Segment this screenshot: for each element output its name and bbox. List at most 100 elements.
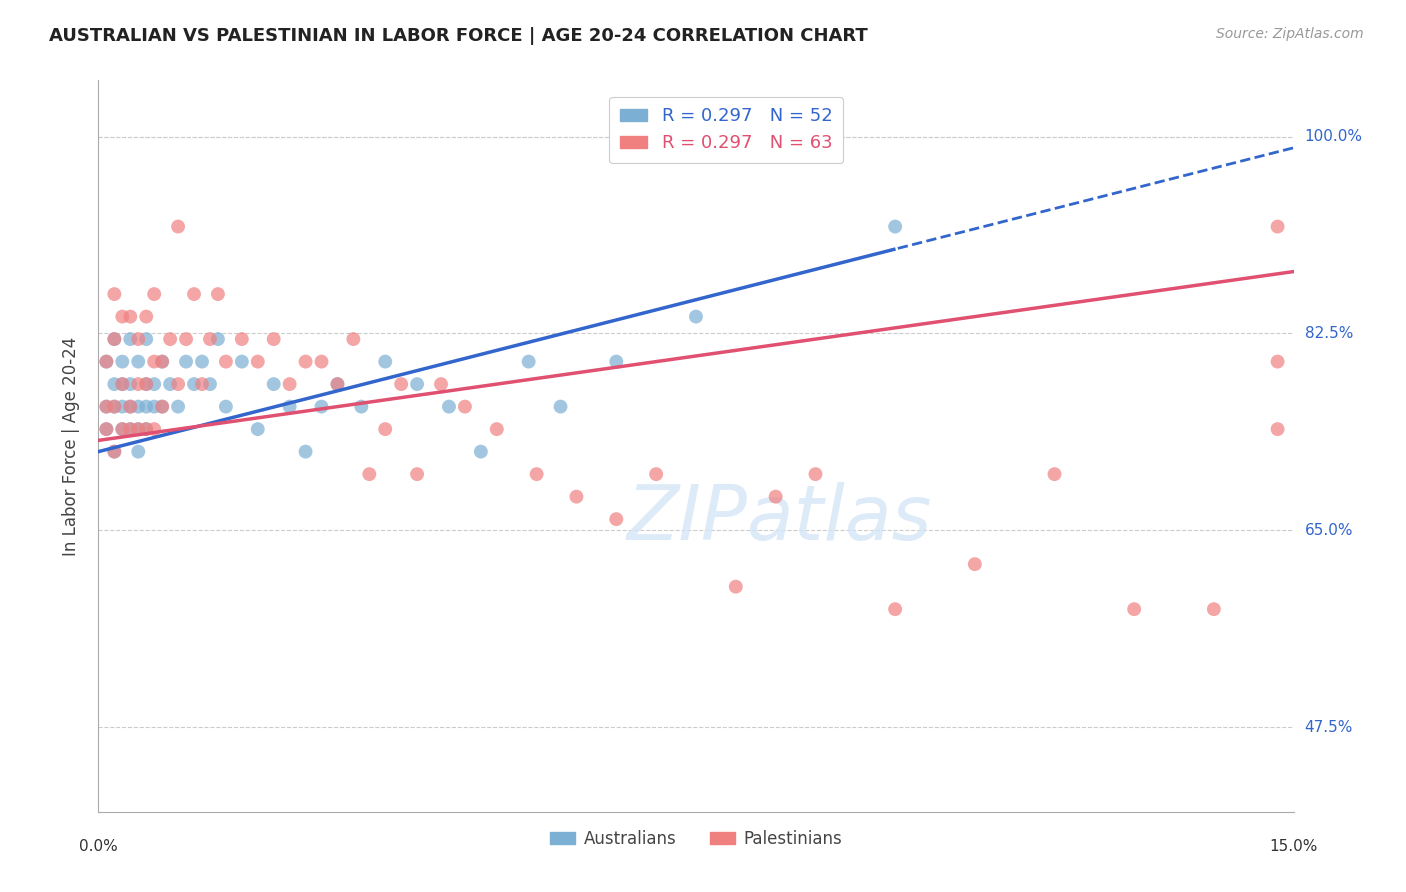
Point bbox=[1043, 467, 1066, 482]
Point bbox=[359, 467, 381, 482]
Point bbox=[389, 377, 412, 392]
Point bbox=[246, 354, 269, 368]
Point bbox=[127, 354, 149, 368]
Point bbox=[765, 490, 787, 504]
Text: Source: ZipAtlas.com: Source: ZipAtlas.com bbox=[1216, 27, 1364, 41]
Point bbox=[963, 557, 986, 571]
Point bbox=[174, 354, 197, 368]
Legend: Australians, Palestinians: Australians, Palestinians bbox=[544, 823, 848, 855]
Point bbox=[565, 490, 588, 504]
Point bbox=[143, 354, 166, 368]
Point bbox=[198, 377, 221, 392]
Point bbox=[120, 422, 142, 436]
Point bbox=[127, 422, 149, 436]
Point bbox=[135, 332, 157, 346]
Point bbox=[1267, 422, 1289, 436]
Point bbox=[127, 400, 149, 414]
Point bbox=[159, 377, 181, 392]
Point bbox=[470, 444, 492, 458]
Point bbox=[183, 287, 205, 301]
Point bbox=[120, 400, 142, 414]
Point bbox=[111, 422, 134, 436]
Point bbox=[135, 422, 157, 436]
Point bbox=[1267, 354, 1289, 368]
Point bbox=[103, 400, 125, 414]
Point bbox=[246, 422, 269, 436]
Point bbox=[96, 400, 118, 414]
Point bbox=[127, 422, 149, 436]
Point bbox=[135, 377, 157, 392]
Point bbox=[685, 310, 707, 324]
Point bbox=[263, 377, 285, 392]
Point bbox=[198, 332, 221, 346]
Point bbox=[1123, 602, 1146, 616]
Point bbox=[231, 332, 253, 346]
Point bbox=[143, 422, 166, 436]
Point bbox=[605, 354, 627, 368]
Point bbox=[406, 377, 429, 392]
Point bbox=[135, 310, 157, 324]
Point bbox=[278, 400, 301, 414]
Point bbox=[207, 287, 229, 301]
Point bbox=[215, 400, 238, 414]
Point bbox=[135, 400, 157, 414]
Point bbox=[311, 400, 333, 414]
Point bbox=[120, 332, 142, 346]
Text: ZIPatlas: ZIPatlas bbox=[627, 483, 932, 556]
Point bbox=[884, 602, 907, 616]
Point bbox=[127, 332, 149, 346]
Point bbox=[517, 354, 540, 368]
Point bbox=[111, 377, 134, 392]
Point bbox=[263, 332, 285, 346]
Point bbox=[150, 400, 173, 414]
Point bbox=[406, 467, 429, 482]
Point bbox=[645, 467, 668, 482]
Point bbox=[724, 580, 747, 594]
Text: 0.0%: 0.0% bbox=[79, 839, 118, 855]
Point bbox=[174, 332, 197, 346]
Point bbox=[207, 332, 229, 346]
Point bbox=[150, 354, 173, 368]
Point bbox=[326, 377, 349, 392]
Point bbox=[96, 422, 118, 436]
Point bbox=[120, 422, 142, 436]
Point bbox=[120, 400, 142, 414]
Point bbox=[111, 310, 134, 324]
Point bbox=[167, 400, 190, 414]
Point bbox=[103, 287, 125, 301]
Point bbox=[103, 377, 125, 392]
Text: 100.0%: 100.0% bbox=[1305, 129, 1362, 144]
Point bbox=[103, 444, 125, 458]
Point bbox=[278, 377, 301, 392]
Text: 15.0%: 15.0% bbox=[1270, 839, 1317, 855]
Point bbox=[231, 354, 253, 368]
Point bbox=[103, 332, 125, 346]
Point bbox=[111, 400, 134, 414]
Point bbox=[1267, 219, 1289, 234]
Point bbox=[294, 354, 316, 368]
Point bbox=[294, 444, 316, 458]
Text: AUSTRALIAN VS PALESTINIAN IN LABOR FORCE | AGE 20-24 CORRELATION CHART: AUSTRALIAN VS PALESTINIAN IN LABOR FORCE… bbox=[49, 27, 868, 45]
Text: 47.5%: 47.5% bbox=[1305, 720, 1353, 735]
Point bbox=[526, 467, 548, 482]
Point bbox=[135, 422, 157, 436]
Point bbox=[430, 377, 453, 392]
Point bbox=[143, 400, 166, 414]
Point bbox=[454, 400, 477, 414]
Point bbox=[311, 354, 333, 368]
Point bbox=[350, 400, 373, 414]
Y-axis label: In Labor Force | Age 20-24: In Labor Force | Age 20-24 bbox=[62, 336, 80, 556]
Point bbox=[183, 377, 205, 392]
Point bbox=[143, 377, 166, 392]
Point bbox=[804, 467, 827, 482]
Point bbox=[135, 377, 157, 392]
Point bbox=[326, 377, 349, 392]
Point bbox=[143, 287, 166, 301]
Point bbox=[884, 219, 907, 234]
Text: 82.5%: 82.5% bbox=[1305, 326, 1353, 341]
Point bbox=[111, 377, 134, 392]
Point bbox=[374, 354, 396, 368]
Point bbox=[550, 400, 572, 414]
Point bbox=[342, 332, 364, 346]
Point bbox=[485, 422, 508, 436]
